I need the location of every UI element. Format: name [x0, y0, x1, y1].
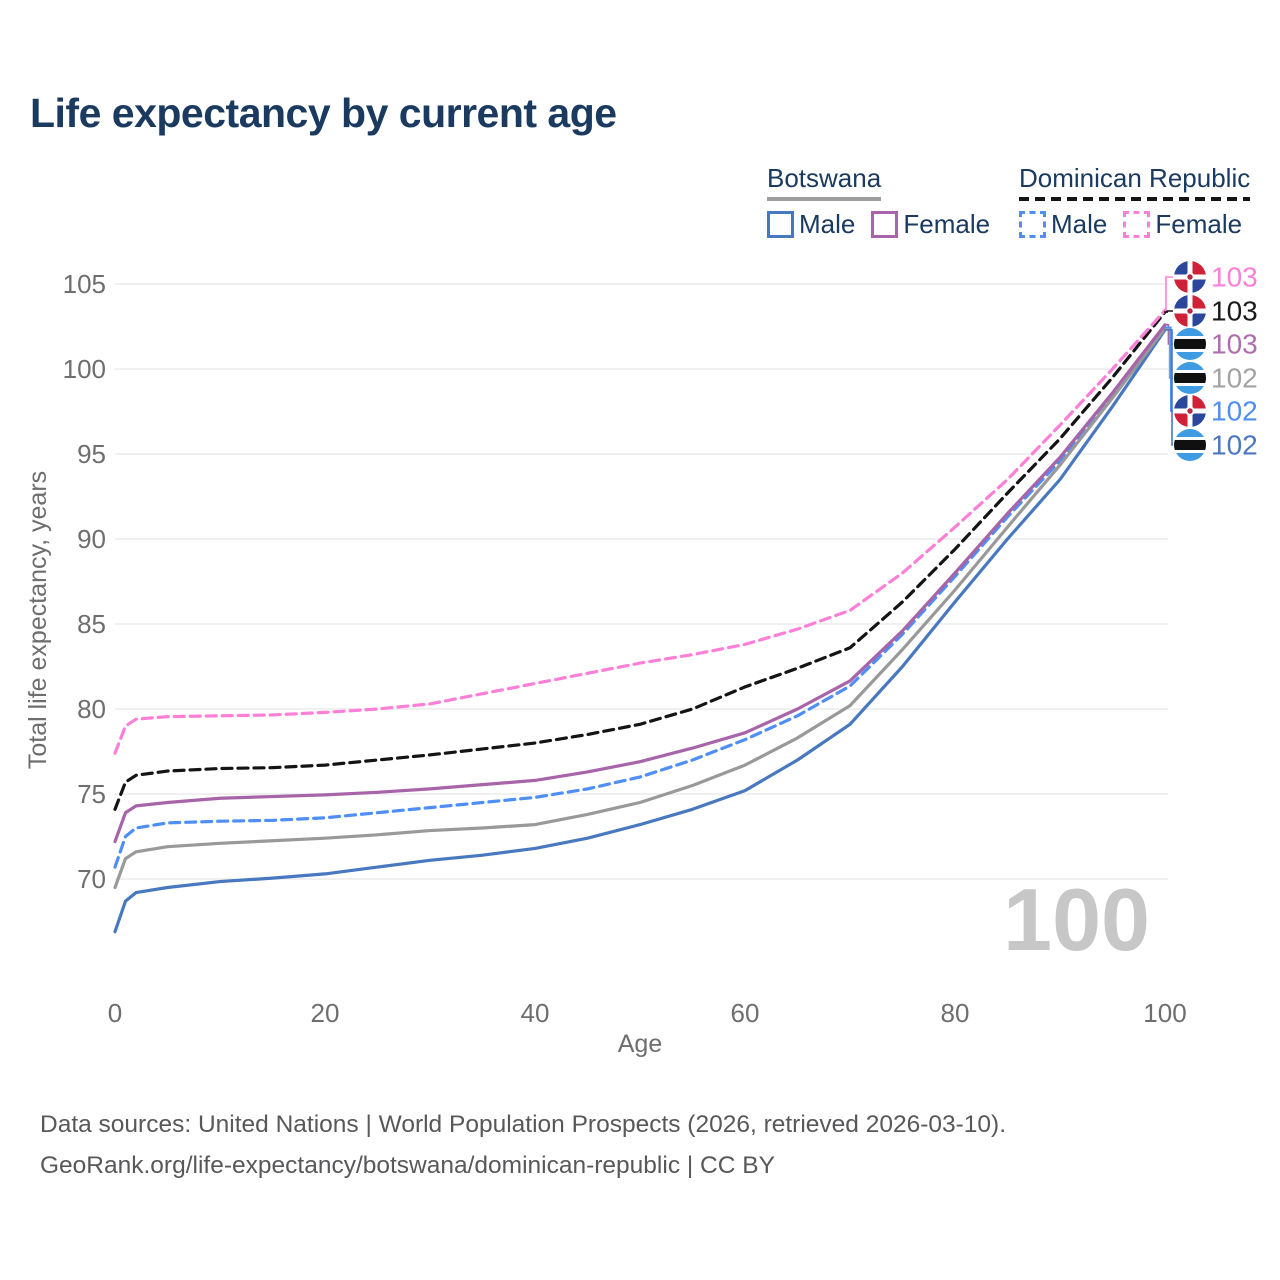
botswana-flag-icon: [1174, 362, 1206, 394]
series-line-dr_female: [113, 308, 1167, 755]
legend-label-botswana-male: Male: [799, 209, 856, 239]
legend-title-dominican-republic: Dominican Republic: [1019, 163, 1251, 193]
y-tick-label-75: 75: [77, 779, 106, 809]
legend-label-botswana-female: Female: [903, 209, 991, 239]
x-tick-label-20: 20: [311, 998, 340, 1028]
dominican-male-swatch-icon: [1019, 210, 1046, 238]
dominican-republic-flag-icon: [1174, 395, 1206, 427]
legend-item-dominican-female: Female: [1123, 209, 1242, 240]
end-value-label-dr_male: 102: [1211, 396, 1258, 427]
leader-line-bw_male: [1164, 329, 1173, 446]
y-tick-label-90: 90: [77, 524, 106, 554]
y-tick-label-70: 70: [77, 864, 106, 894]
y-tick-label-105: 105: [63, 269, 106, 299]
legend-label-dominican-male: Male: [1051, 208, 1108, 239]
botswana-female-swatch-icon: [871, 211, 899, 238]
dominican-female-swatch-icon: [1123, 210, 1151, 238]
end-value-label-bw_male: 102: [1211, 430, 1258, 461]
series-line-dr_male: [113, 325, 1167, 869]
x-tick-label-60: 60: [731, 998, 760, 1028]
botswana-male-swatch-icon: [767, 211, 794, 238]
end-value-label-bw_female: 103: [1211, 329, 1258, 360]
footer-attribution: GeoRank.org/life-expectancy/botswana/dom…: [40, 1152, 775, 1179]
x-tick-label-100: 100: [1143, 998, 1186, 1028]
legend-label-dominican-female: Female: [1155, 208, 1243, 239]
legend-title-botswana: Botswana: [767, 163, 882, 193]
y-tick-label-85: 85: [77, 609, 106, 639]
y-tick-label-100: 100: [63, 354, 106, 384]
y-axis-title: Total life expectancy, years: [24, 471, 52, 769]
x-tick-label-80: 80: [941, 998, 970, 1028]
botswana-flag-icon: [1174, 328, 1206, 360]
footer: Data sources: United Nations | World Pop…: [40, 1104, 1006, 1186]
x-tick-label-0: 0: [108, 998, 122, 1028]
end-value-label-dr_female: 103: [1211, 262, 1258, 293]
botswana-flag-icon: [1174, 429, 1206, 461]
footer-data-sources: Data sources: United Nations | World Pop…: [40, 1111, 1007, 1138]
legend-group-botswana: Botswana Male Female: [767, 163, 990, 240]
legend-group-dominican-republic: Dominican Republic Male Female: [1019, 163, 1251, 240]
botswana-solid-line-key: [767, 197, 882, 201]
series-line-bw_male: [113, 328, 1167, 934]
legend-item-botswana-male: Male: [767, 209, 855, 240]
legend-item-botswana-female: Female: [871, 209, 990, 240]
dominican-republic-flag-icon: [1174, 295, 1206, 327]
age-frame-watermark: 100: [1003, 870, 1150, 969]
end-value-label-bw_both: 102: [1211, 363, 1258, 394]
series-line-bw_both: [113, 326, 1167, 890]
page-title: Life expectancy by current age: [30, 90, 617, 136]
x-axis-title: Age: [618, 1030, 662, 1058]
leader-line-dr_female: [1164, 276, 1173, 312]
end-value-label-dr_both: 103: [1211, 296, 1258, 327]
dominican-republic-flag-icon: [1174, 261, 1206, 293]
series-line-dr_both: [113, 310, 1167, 811]
leader-line-dr_both: [1164, 310, 1173, 313]
y-tick-label-80: 80: [77, 694, 106, 724]
dominican-dashed-line-key: [1019, 197, 1251, 201]
legend-item-dominican-male: Male: [1019, 209, 1107, 240]
x-tick-label-40: 40: [521, 998, 550, 1028]
y-tick-label-95: 95: [77, 439, 106, 469]
series-line-bw_female: [113, 323, 1167, 844]
